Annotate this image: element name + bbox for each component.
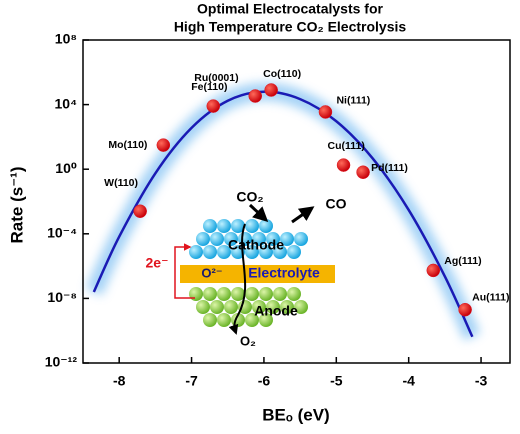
anode-atom bbox=[280, 300, 294, 314]
data-point bbox=[248, 89, 262, 103]
anode-atom bbox=[294, 300, 308, 314]
y-axis-label: Rate (s⁻¹) bbox=[7, 167, 26, 244]
cathode-atom bbox=[259, 219, 273, 233]
anode-atom bbox=[203, 313, 217, 327]
y-tick-label: 10⁸ bbox=[55, 31, 77, 47]
x-tick-label: -3 bbox=[475, 373, 488, 389]
point-label: Cu(111) bbox=[328, 140, 365, 152]
anode-atom bbox=[245, 287, 259, 301]
cathode-atom bbox=[231, 219, 245, 233]
anode-atom bbox=[273, 287, 287, 301]
anode-atom bbox=[224, 300, 238, 314]
anode-atom bbox=[203, 287, 217, 301]
anode-atom bbox=[245, 313, 259, 327]
volcano-curve bbox=[92, 90, 474, 338]
anode-atom bbox=[252, 300, 266, 314]
anode-atom bbox=[259, 313, 273, 327]
anode-atom bbox=[217, 313, 231, 327]
anode-atom bbox=[287, 287, 301, 301]
cathode-atom bbox=[245, 219, 259, 233]
data-point bbox=[426, 263, 441, 278]
x-tick-label: -7 bbox=[185, 373, 198, 389]
point-label: Ru(0001) bbox=[194, 72, 238, 84]
chart-title: High Temperature CO₂ Electrolysis bbox=[174, 19, 407, 35]
inset: CO₂ CO Cathode O²⁻ Electrolyte Anode O₂ 2e⁻ bbox=[146, 189, 347, 349]
anode-atom bbox=[266, 300, 280, 314]
point-label: Mo(110) bbox=[108, 139, 147, 151]
point-label: Au(111) bbox=[472, 291, 509, 303]
x-tick-label: -4 bbox=[402, 373, 415, 389]
cathode-atom bbox=[210, 232, 224, 246]
x-axis-label: BEₒ (eV) bbox=[262, 405, 329, 424]
x-tick-label: -6 bbox=[258, 373, 271, 389]
cathode-atom bbox=[245, 245, 259, 259]
anode-atom bbox=[231, 287, 245, 301]
cathode-atom bbox=[217, 245, 231, 259]
cathode-atom bbox=[287, 245, 301, 259]
electrolyte-label: Electrolyte bbox=[248, 265, 320, 281]
cathode-atom bbox=[217, 219, 231, 233]
reactant-label: CO₂ bbox=[236, 189, 263, 205]
anode-atom bbox=[217, 287, 231, 301]
chart-title: Optimal Electrocatalysts for bbox=[197, 1, 384, 17]
electron-label: 2e⁻ bbox=[146, 255, 169, 271]
point-label: Co(110) bbox=[263, 68, 301, 80]
anode-label: Anode bbox=[254, 303, 298, 319]
point-label: Fe(110) bbox=[191, 81, 227, 93]
co-arrow bbox=[291, 206, 315, 224]
data-point bbox=[206, 99, 221, 113]
y-tick-label: 10⁻¹² bbox=[45, 354, 78, 370]
cathode-atom bbox=[273, 245, 287, 259]
plot: CO₂ CO Cathode O²⁻ Electrolyte Anode O₂ 2e⁻ W(11… bbox=[85, 68, 509, 349]
electron-path bbox=[174, 243, 195, 299]
point-label: W(110) bbox=[104, 177, 138, 189]
product-label: CO bbox=[326, 196, 347, 212]
cathode-atom bbox=[203, 219, 217, 233]
cathode-atom bbox=[280, 232, 294, 246]
y-tick-label: 10⁴ bbox=[55, 95, 78, 111]
ion-path bbox=[228, 223, 247, 335]
cathode-atom bbox=[252, 232, 266, 246]
anode-atom bbox=[189, 287, 203, 301]
y-tick-label: 10⁰ bbox=[55, 160, 77, 176]
ion-label: O²⁻ bbox=[201, 265, 222, 280]
cathode-label: Cathode bbox=[228, 237, 284, 253]
y-tick-label: 10⁻⁸ bbox=[47, 289, 77, 305]
anode-atom bbox=[196, 300, 210, 314]
exhaust-label: O₂ bbox=[240, 333, 256, 348]
data-point bbox=[156, 138, 171, 152]
cathode-atom bbox=[203, 245, 217, 259]
cathode-atom bbox=[259, 245, 273, 259]
data-point bbox=[264, 83, 278, 97]
point-label: Pd(111) bbox=[371, 162, 408, 174]
co2-arrow bbox=[248, 203, 269, 223]
anode-atom bbox=[238, 300, 252, 314]
cathode-atom bbox=[189, 245, 203, 259]
cathode-atom bbox=[196, 232, 210, 246]
anode-atom bbox=[259, 287, 273, 301]
x-tick-label: -8 bbox=[113, 373, 126, 389]
cathode-atom bbox=[266, 232, 280, 246]
y-tick-label: 10⁻⁴ bbox=[47, 225, 77, 241]
anode-atom bbox=[210, 300, 224, 314]
point-label: Ag(111) bbox=[444, 255, 481, 267]
x-tick-label: -5 bbox=[330, 373, 343, 389]
electrolyte-layer bbox=[180, 265, 335, 283]
data-point bbox=[318, 105, 333, 119]
cathode-atom bbox=[224, 232, 238, 246]
cathode-atom bbox=[294, 232, 308, 246]
data-point bbox=[458, 302, 472, 317]
data-point bbox=[336, 158, 351, 172]
data-point bbox=[133, 204, 147, 218]
data-point bbox=[356, 165, 370, 179]
point-label: Ni(111) bbox=[336, 95, 370, 107]
plot-frame bbox=[82, 39, 511, 364]
